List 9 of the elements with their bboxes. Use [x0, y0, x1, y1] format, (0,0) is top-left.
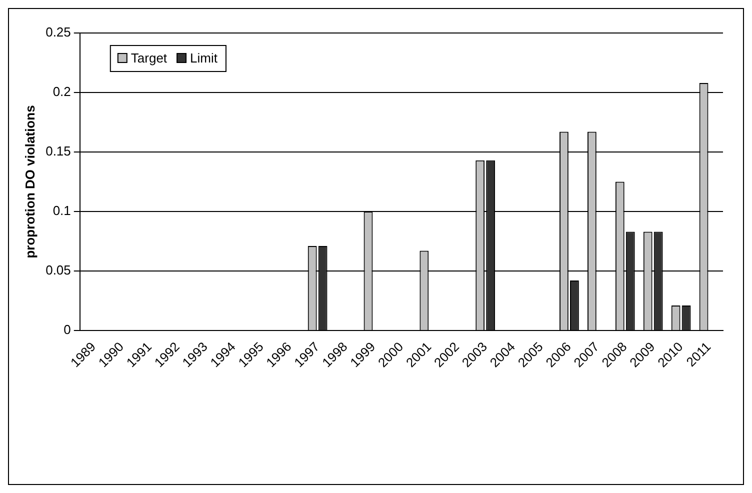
y-axis-title: proprotion DO violations [22, 105, 38, 258]
y-tick-label: 0 [64, 322, 71, 338]
legend-label: Target [130, 50, 168, 66]
y-tick-label: 0.2 [52, 84, 71, 100]
y-tick-label: 0.15 [46, 144, 71, 159]
y-tick-label: 0.05 [46, 262, 71, 278]
legend-label: Limit [190, 50, 218, 66]
y-tick-label: 0.25 [46, 24, 71, 40]
y-tick-label: 0.1 [52, 203, 71, 218]
